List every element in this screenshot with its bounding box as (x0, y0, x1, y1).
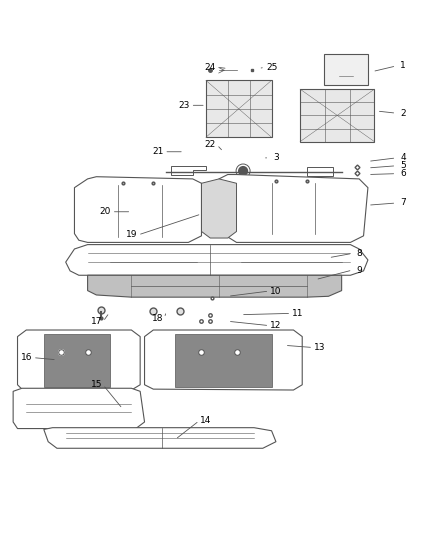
Polygon shape (145, 330, 302, 390)
Text: 6: 6 (400, 169, 406, 178)
Polygon shape (13, 388, 145, 429)
Bar (324, 54, 368, 85)
Polygon shape (18, 330, 140, 390)
Text: 14: 14 (200, 416, 212, 425)
Text: 13: 13 (314, 343, 325, 352)
Text: 3: 3 (273, 154, 279, 163)
Text: 23: 23 (178, 101, 190, 110)
Polygon shape (74, 177, 201, 243)
Bar (300, 89, 374, 142)
Text: 8: 8 (356, 249, 362, 258)
Circle shape (239, 167, 247, 175)
Polygon shape (175, 334, 272, 387)
Text: 18: 18 (152, 314, 163, 322)
Text: 22: 22 (205, 140, 216, 149)
Text: 9: 9 (356, 265, 362, 274)
Text: 25: 25 (266, 63, 277, 72)
Text: 10: 10 (270, 287, 282, 295)
Text: 7: 7 (400, 198, 406, 207)
Text: 21: 21 (152, 147, 163, 156)
Polygon shape (201, 179, 237, 238)
Bar (307, 167, 333, 176)
Polygon shape (66, 245, 368, 275)
Text: 16: 16 (21, 353, 32, 362)
Text: 2: 2 (400, 109, 406, 118)
Polygon shape (219, 174, 368, 243)
Text: 24: 24 (205, 63, 216, 72)
Text: 15: 15 (91, 380, 102, 389)
Text: 5: 5 (400, 161, 406, 170)
Polygon shape (44, 334, 110, 387)
Text: 11: 11 (292, 309, 304, 318)
Text: 19: 19 (126, 230, 137, 239)
Text: 17: 17 (91, 317, 102, 326)
Text: 4: 4 (400, 154, 406, 163)
Text: 1: 1 (400, 61, 406, 70)
Polygon shape (171, 166, 206, 175)
Text: 12: 12 (270, 321, 282, 330)
Bar (206, 80, 272, 138)
Polygon shape (44, 427, 276, 448)
Text: 20: 20 (99, 207, 111, 216)
Polygon shape (88, 275, 342, 297)
